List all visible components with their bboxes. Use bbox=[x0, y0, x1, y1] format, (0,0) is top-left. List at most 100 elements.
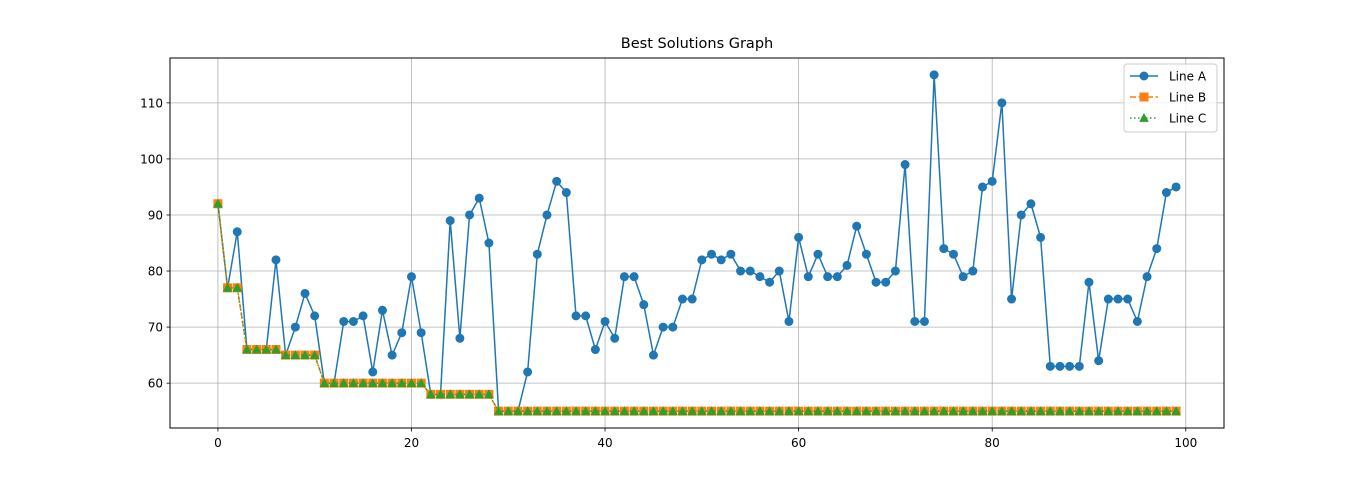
data-point bbox=[387, 350, 397, 360]
x-tick-label: 0 bbox=[214, 436, 222, 450]
data-point bbox=[493, 406, 504, 416]
data-point bbox=[435, 389, 446, 399]
data-point bbox=[851, 406, 862, 416]
legend-marker bbox=[1139, 92, 1149, 102]
data-point bbox=[939, 244, 949, 254]
data-point bbox=[871, 277, 881, 287]
y-tick-label: 80 bbox=[148, 265, 163, 279]
data-point bbox=[938, 406, 949, 416]
data-point bbox=[387, 378, 397, 388]
x-tick-label: 80 bbox=[985, 436, 1000, 450]
data-point bbox=[639, 300, 649, 310]
data-point bbox=[968, 266, 978, 276]
data-point bbox=[319, 378, 330, 388]
data-point bbox=[377, 305, 387, 315]
data-point bbox=[909, 406, 920, 416]
data-point bbox=[581, 311, 591, 321]
data-point bbox=[764, 406, 775, 416]
data-point bbox=[1006, 406, 1017, 416]
data-point bbox=[406, 272, 416, 282]
data-point bbox=[290, 350, 301, 360]
legend-label: Line C bbox=[1169, 112, 1206, 126]
y-tick-label: 90 bbox=[148, 208, 163, 222]
data-point bbox=[697, 406, 707, 416]
data-point bbox=[755, 272, 765, 282]
grid-lines bbox=[170, 58, 1224, 428]
data-point bbox=[590, 345, 600, 355]
data-point bbox=[290, 322, 300, 332]
data-point bbox=[629, 272, 639, 282]
series-line-c bbox=[213, 198, 1181, 416]
data-point bbox=[958, 272, 968, 282]
data-point bbox=[474, 389, 485, 399]
data-point bbox=[736, 266, 746, 276]
data-point bbox=[571, 406, 581, 416]
data-point bbox=[842, 260, 852, 270]
data-point bbox=[726, 249, 736, 259]
x-tick-label: 40 bbox=[597, 436, 612, 450]
data-point bbox=[1084, 277, 1094, 287]
data-point bbox=[455, 389, 465, 399]
data-point bbox=[658, 322, 668, 332]
data-point bbox=[1113, 294, 1123, 304]
data-point bbox=[580, 406, 591, 416]
data-point bbox=[929, 70, 939, 80]
x-tick-label: 60 bbox=[791, 436, 806, 450]
data-point bbox=[532, 406, 543, 416]
data-point bbox=[542, 406, 552, 416]
data-point bbox=[774, 406, 785, 416]
data-point bbox=[465, 210, 475, 220]
data-point bbox=[658, 406, 668, 416]
data-point bbox=[948, 406, 959, 416]
data-point bbox=[474, 193, 484, 203]
data-point bbox=[1132, 406, 1143, 416]
data-point bbox=[1152, 244, 1162, 254]
data-point bbox=[571, 311, 581, 321]
data-point bbox=[871, 406, 881, 416]
data-point bbox=[551, 406, 562, 416]
data-point bbox=[416, 328, 426, 338]
data-point bbox=[610, 333, 620, 343]
data-point bbox=[348, 316, 358, 326]
data-point bbox=[861, 406, 872, 416]
data-point bbox=[716, 406, 727, 416]
data-point bbox=[213, 198, 223, 208]
data-point bbox=[832, 406, 843, 416]
data-point bbox=[987, 176, 997, 186]
data-point bbox=[1026, 199, 1036, 209]
data-point bbox=[300, 350, 310, 360]
data-point bbox=[919, 406, 930, 416]
data-point bbox=[881, 277, 891, 287]
data-point bbox=[513, 406, 523, 416]
data-point bbox=[667, 406, 678, 416]
data-point bbox=[1171, 406, 1181, 416]
series-line bbox=[217, 74, 1177, 412]
data-point bbox=[1074, 361, 1084, 371]
y-tick-label: 110 bbox=[140, 96, 163, 110]
data-point bbox=[948, 249, 958, 259]
data-point bbox=[600, 406, 610, 416]
data-point bbox=[1142, 406, 1152, 416]
data-point bbox=[1093, 406, 1104, 416]
data-point bbox=[803, 272, 813, 282]
data-point bbox=[339, 316, 349, 326]
data-point bbox=[367, 378, 378, 388]
data-point bbox=[726, 406, 736, 416]
data-point bbox=[880, 406, 891, 416]
data-point bbox=[600, 316, 610, 326]
data-point bbox=[784, 316, 794, 326]
data-point bbox=[1103, 294, 1113, 304]
data-point bbox=[619, 272, 629, 282]
data-point bbox=[1132, 316, 1142, 326]
y-tick-label: 60 bbox=[148, 377, 163, 391]
data-point bbox=[222, 282, 233, 292]
data-point bbox=[425, 389, 436, 399]
data-point bbox=[619, 406, 630, 416]
data-point bbox=[1074, 406, 1085, 416]
data-point bbox=[842, 406, 852, 416]
data-point bbox=[697, 255, 707, 265]
data-point bbox=[822, 406, 833, 416]
plot-frame bbox=[169, 57, 1225, 429]
data-point bbox=[523, 367, 533, 377]
data-point bbox=[716, 255, 726, 265]
